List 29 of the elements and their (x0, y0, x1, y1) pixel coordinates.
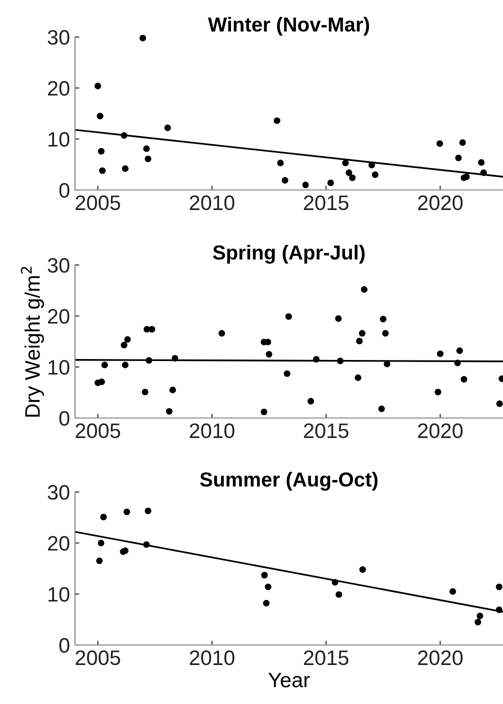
y-tick-label: 10 (48, 587, 70, 602)
chart-title: Winter (Nov-Mar) (208, 16, 370, 36)
x-tick-label: 2015 (304, 650, 348, 666)
x-tick-label: 2015 (304, 423, 348, 438)
chart-title: Spring (Apr-Jul) (212, 244, 365, 264)
chart-title: Summer (Aug-Oct) (200, 472, 378, 491)
x-tick-label: 2020 (418, 195, 463, 210)
x-tick-label: 2020 (418, 423, 463, 438)
x-tick-label: 2010 (190, 423, 234, 438)
y-tick-label: 20 (48, 309, 70, 324)
y-tick-label: 0 (59, 183, 70, 198)
y-axis-title: Dry Weight g/m$^{2}$ (20, 266, 44, 417)
x-tick-label: 2005 (76, 423, 120, 438)
x-axis-title: Year (268, 672, 310, 688)
x-tick-label: 2010 (190, 650, 234, 666)
y-tick-label: 30 (48, 485, 70, 500)
x-tick-label: 2015 (304, 195, 348, 210)
y-tick-label: 10 (48, 132, 70, 147)
y-tick-label: 30 (48, 30, 70, 45)
x-tick-label: 2005 (76, 650, 120, 666)
y-tick-label: 0 (59, 411, 70, 426)
x-tick-label: 2010 (190, 195, 234, 210)
y-tick-label: 20 (48, 81, 70, 96)
x-tick-label: 2020 (418, 650, 463, 666)
y-tick-label: 0 (59, 638, 70, 653)
x-tick-label: 2005 (76, 195, 120, 210)
y-tick-label: 10 (48, 360, 70, 375)
y-tick-label: 20 (48, 536, 70, 551)
y-tick-label: 30 (48, 258, 70, 273)
